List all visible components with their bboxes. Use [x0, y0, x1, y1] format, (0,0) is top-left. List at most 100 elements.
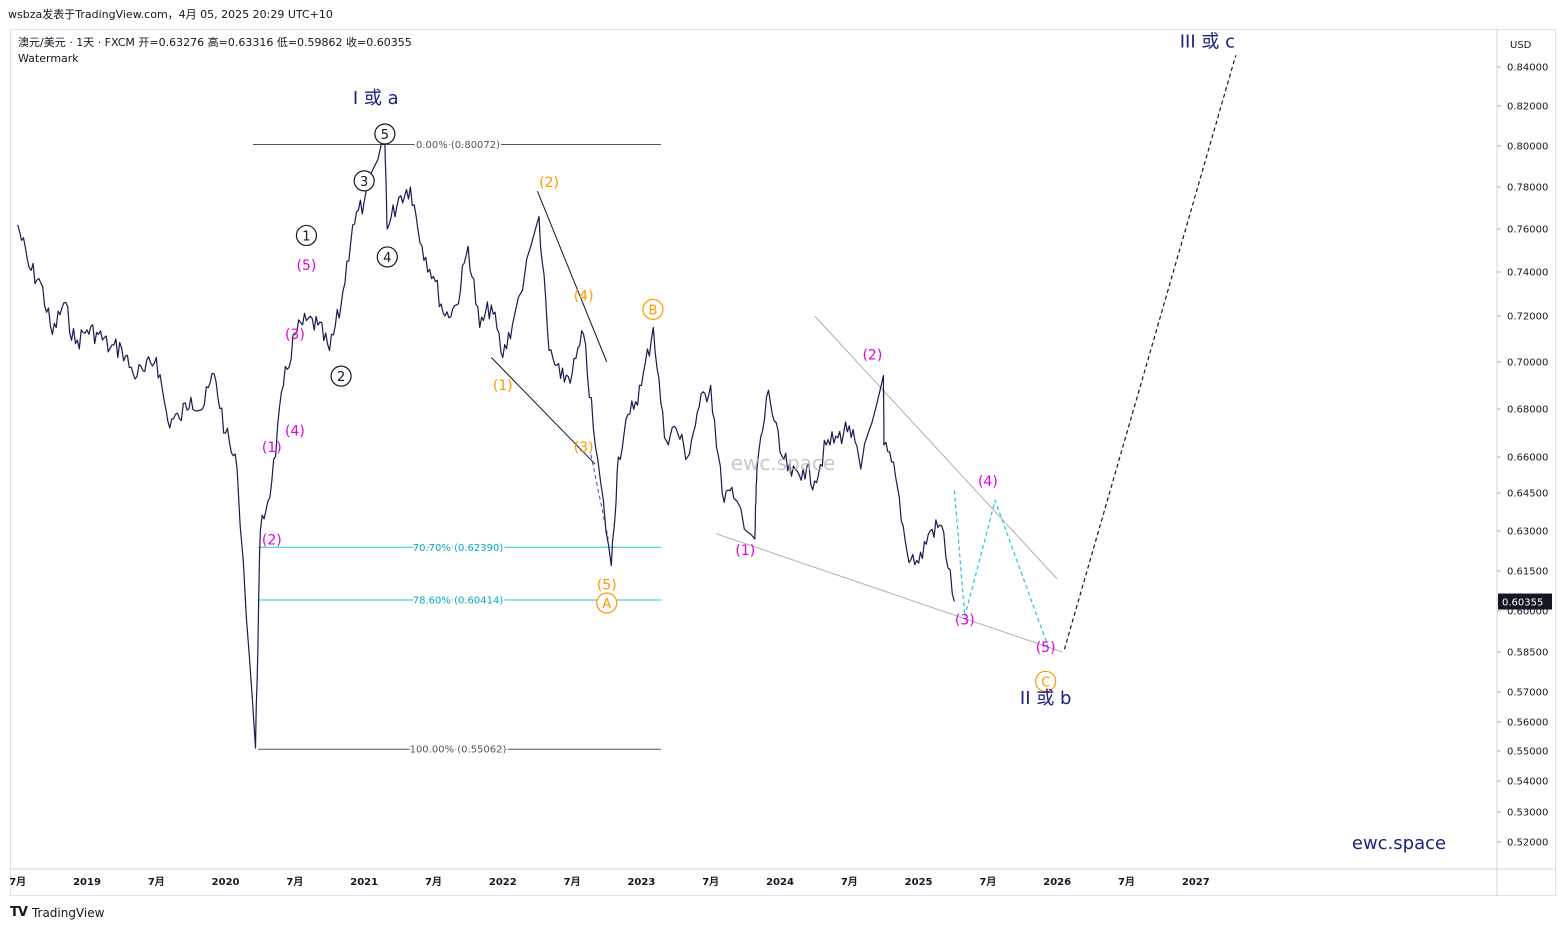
time-tick-label: 7月	[286, 876, 303, 888]
corrective-wave-label: C	[1041, 675, 1050, 690]
projected-wave-path	[953, 490, 1050, 650]
price-tick-label: 0.72000	[1507, 312, 1548, 323]
corrective-wave-circle	[642, 298, 664, 320]
price-tick-label: 0.61500	[1507, 567, 1548, 578]
time-tick-label: 2022	[489, 877, 517, 888]
time-tick-label: 2024	[766, 877, 794, 888]
price-tick-label: 0.80000	[1507, 142, 1548, 153]
time-tick-label: 2021	[350, 877, 378, 888]
wave-count-circle	[295, 224, 318, 247]
currency-label: USD	[1510, 40, 1532, 51]
price-tick-label: 0.63000	[1507, 527, 1548, 538]
price-tick-label: 0.84000	[1507, 63, 1548, 74]
fib-level-label: 70.70% (0.62390)	[413, 543, 504, 554]
fib-level-label: 78.60% (0.60414)	[413, 595, 504, 606]
time-tick-label: 7月	[425, 876, 442, 888]
price-tick-label: 0.52000	[1507, 838, 1548, 849]
time-tick-label: 7月	[9, 876, 26, 888]
fib-level-label: 100.00% (0.55062)	[410, 745, 507, 756]
price-tick-label: 0.60000	[1507, 607, 1548, 618]
price-tick-label: 0.57000	[1507, 688, 1548, 699]
time-tick-label: 2026	[1043, 877, 1071, 888]
fib-level-label: 0.00% (0.80072)	[416, 140, 500, 151]
corrective-subwave-label: (1)	[493, 378, 513, 394]
time-tick-label: 2020	[212, 877, 240, 888]
price-tick-label: 0.56000	[1507, 718, 1548, 729]
minor-wave-label: (3)	[285, 327, 305, 343]
wave-labels: ewc.space ewc.space 1 2 3 4 5 (1) (2) (3) (4) (5) (1…	[262, 32, 1446, 855]
minor-wave-label: (1)	[262, 440, 282, 456]
price-tick-label: 0.53000	[1507, 808, 1548, 819]
time-tick-label: 2019	[73, 877, 101, 888]
wave-count-circle	[376, 246, 398, 268]
time-tick-label: 7月	[1118, 876, 1135, 888]
chart-frame	[10, 29, 1556, 896]
time-tick-label: 7月	[702, 876, 719, 888]
minor-wave-label: (4)	[285, 423, 305, 439]
wave-count-label: 3	[360, 175, 368, 190]
wave-count-circle	[353, 170, 375, 192]
wave-count-label: 4	[383, 251, 391, 266]
corrective-wave-circle	[596, 592, 618, 614]
last-price-tag	[1498, 593, 1552, 610]
symbol-legend: 澳元/美元 · 1天 · FXCM 开=0.63276 高=0.63316 低=…	[18, 35, 412, 67]
wave-count-label: 5	[381, 128, 389, 143]
last-price-label: 0.60355	[1502, 598, 1543, 609]
primary-wave-label: II 或 b	[1020, 688, 1072, 709]
chart-header-title: wsbza发表于TradingView.com，4月 05, 2025 20:2…	[8, 8, 333, 21]
minor-wave-label: (4)	[978, 474, 998, 490]
price-tick-label: 0.55000	[1507, 747, 1548, 758]
price-axis: USD 0.84000 0.82000 0.80000 0.78000 0.76000 0.…	[1496, 29, 1552, 896]
price-tick-label: 0.76000	[1507, 225, 1548, 236]
wave-count-label: 2	[337, 370, 345, 385]
price-tick-label: 0.58500	[1507, 648, 1548, 659]
tradingview-brand: TradingView	[31, 905, 105, 920]
corrective-subwave-label: (4)	[574, 289, 594, 305]
minor-wave-label: (2)	[862, 348, 882, 364]
center-watermark: ewc.space	[731, 451, 836, 475]
wave-count-circle	[330, 365, 352, 387]
time-axis: 7月 2019 7月 2020 7月 2021 7月 2022 7月 2023 7月 2024 7月 20…	[9, 868, 1556, 888]
wave-count-label: 1	[302, 229, 310, 244]
target-projection-line	[1063, 55, 1237, 650]
minor-wave-label: (1)	[735, 543, 755, 559]
price-tick-label: 0.66000	[1507, 453, 1548, 464]
price-series	[17, 143, 955, 749]
trend-line	[715, 533, 1063, 653]
time-tick-label: 2023	[627, 877, 655, 888]
minor-wave-label: (5)	[1036, 640, 1056, 656]
corrective-subwave-label: (2)	[539, 175, 559, 191]
trend-line	[490, 357, 596, 465]
price-tick-label: 0.74000	[1507, 268, 1548, 279]
corrective-wave-label: A	[602, 597, 611, 612]
minor-wave-label: (5)	[297, 258, 317, 274]
price-tick-label: 0.70000	[1507, 358, 1548, 369]
corner-watermark: ewc.space	[1352, 833, 1446, 854]
price-line	[17, 143, 955, 749]
time-tick-label: 2027	[1182, 877, 1210, 888]
trend-lines	[490, 191, 1063, 653]
minor-wave-label: (3)	[955, 613, 975, 629]
corrective-wave-label: B	[648, 303, 657, 318]
tradingview-logo-icon: TV	[10, 905, 28, 920]
wave-count-circle	[374, 123, 396, 145]
price-tick-label: 0.64500	[1507, 489, 1548, 500]
time-tick-label: 7月	[841, 876, 858, 888]
symbol-ohlc-line[interactable]: 澳元/美元 · 1天 · FXCM 开=0.63276 高=0.63316 低=…	[18, 36, 412, 49]
time-tick-label: 7月	[564, 876, 581, 888]
corrective-subwave-label: (5)	[597, 578, 617, 594]
indicator-watermark-label[interactable]: Watermark	[18, 52, 79, 65]
projection-path	[953, 55, 1237, 650]
price-tick-label: 0.82000	[1507, 102, 1548, 113]
time-tick-label: 7月	[148, 876, 165, 888]
trend-line	[814, 315, 1058, 580]
tradingview-footer[interactable]: TV TradingView	[10, 905, 104, 920]
primary-wave-label: I 或 a	[353, 88, 399, 109]
corrective-subwave-label: (3)	[574, 440, 594, 456]
corrective-wave-circle	[1035, 670, 1057, 692]
primary-wave-label: III 或 c	[1180, 32, 1235, 53]
fibonacci-retracement: 0.00% (0.80072) 70.70% (0.62390) 78.60% (0…	[253, 138, 661, 758]
minor-wave-label: (2)	[262, 532, 282, 548]
price-tick-label: 0.54000	[1507, 777, 1548, 788]
